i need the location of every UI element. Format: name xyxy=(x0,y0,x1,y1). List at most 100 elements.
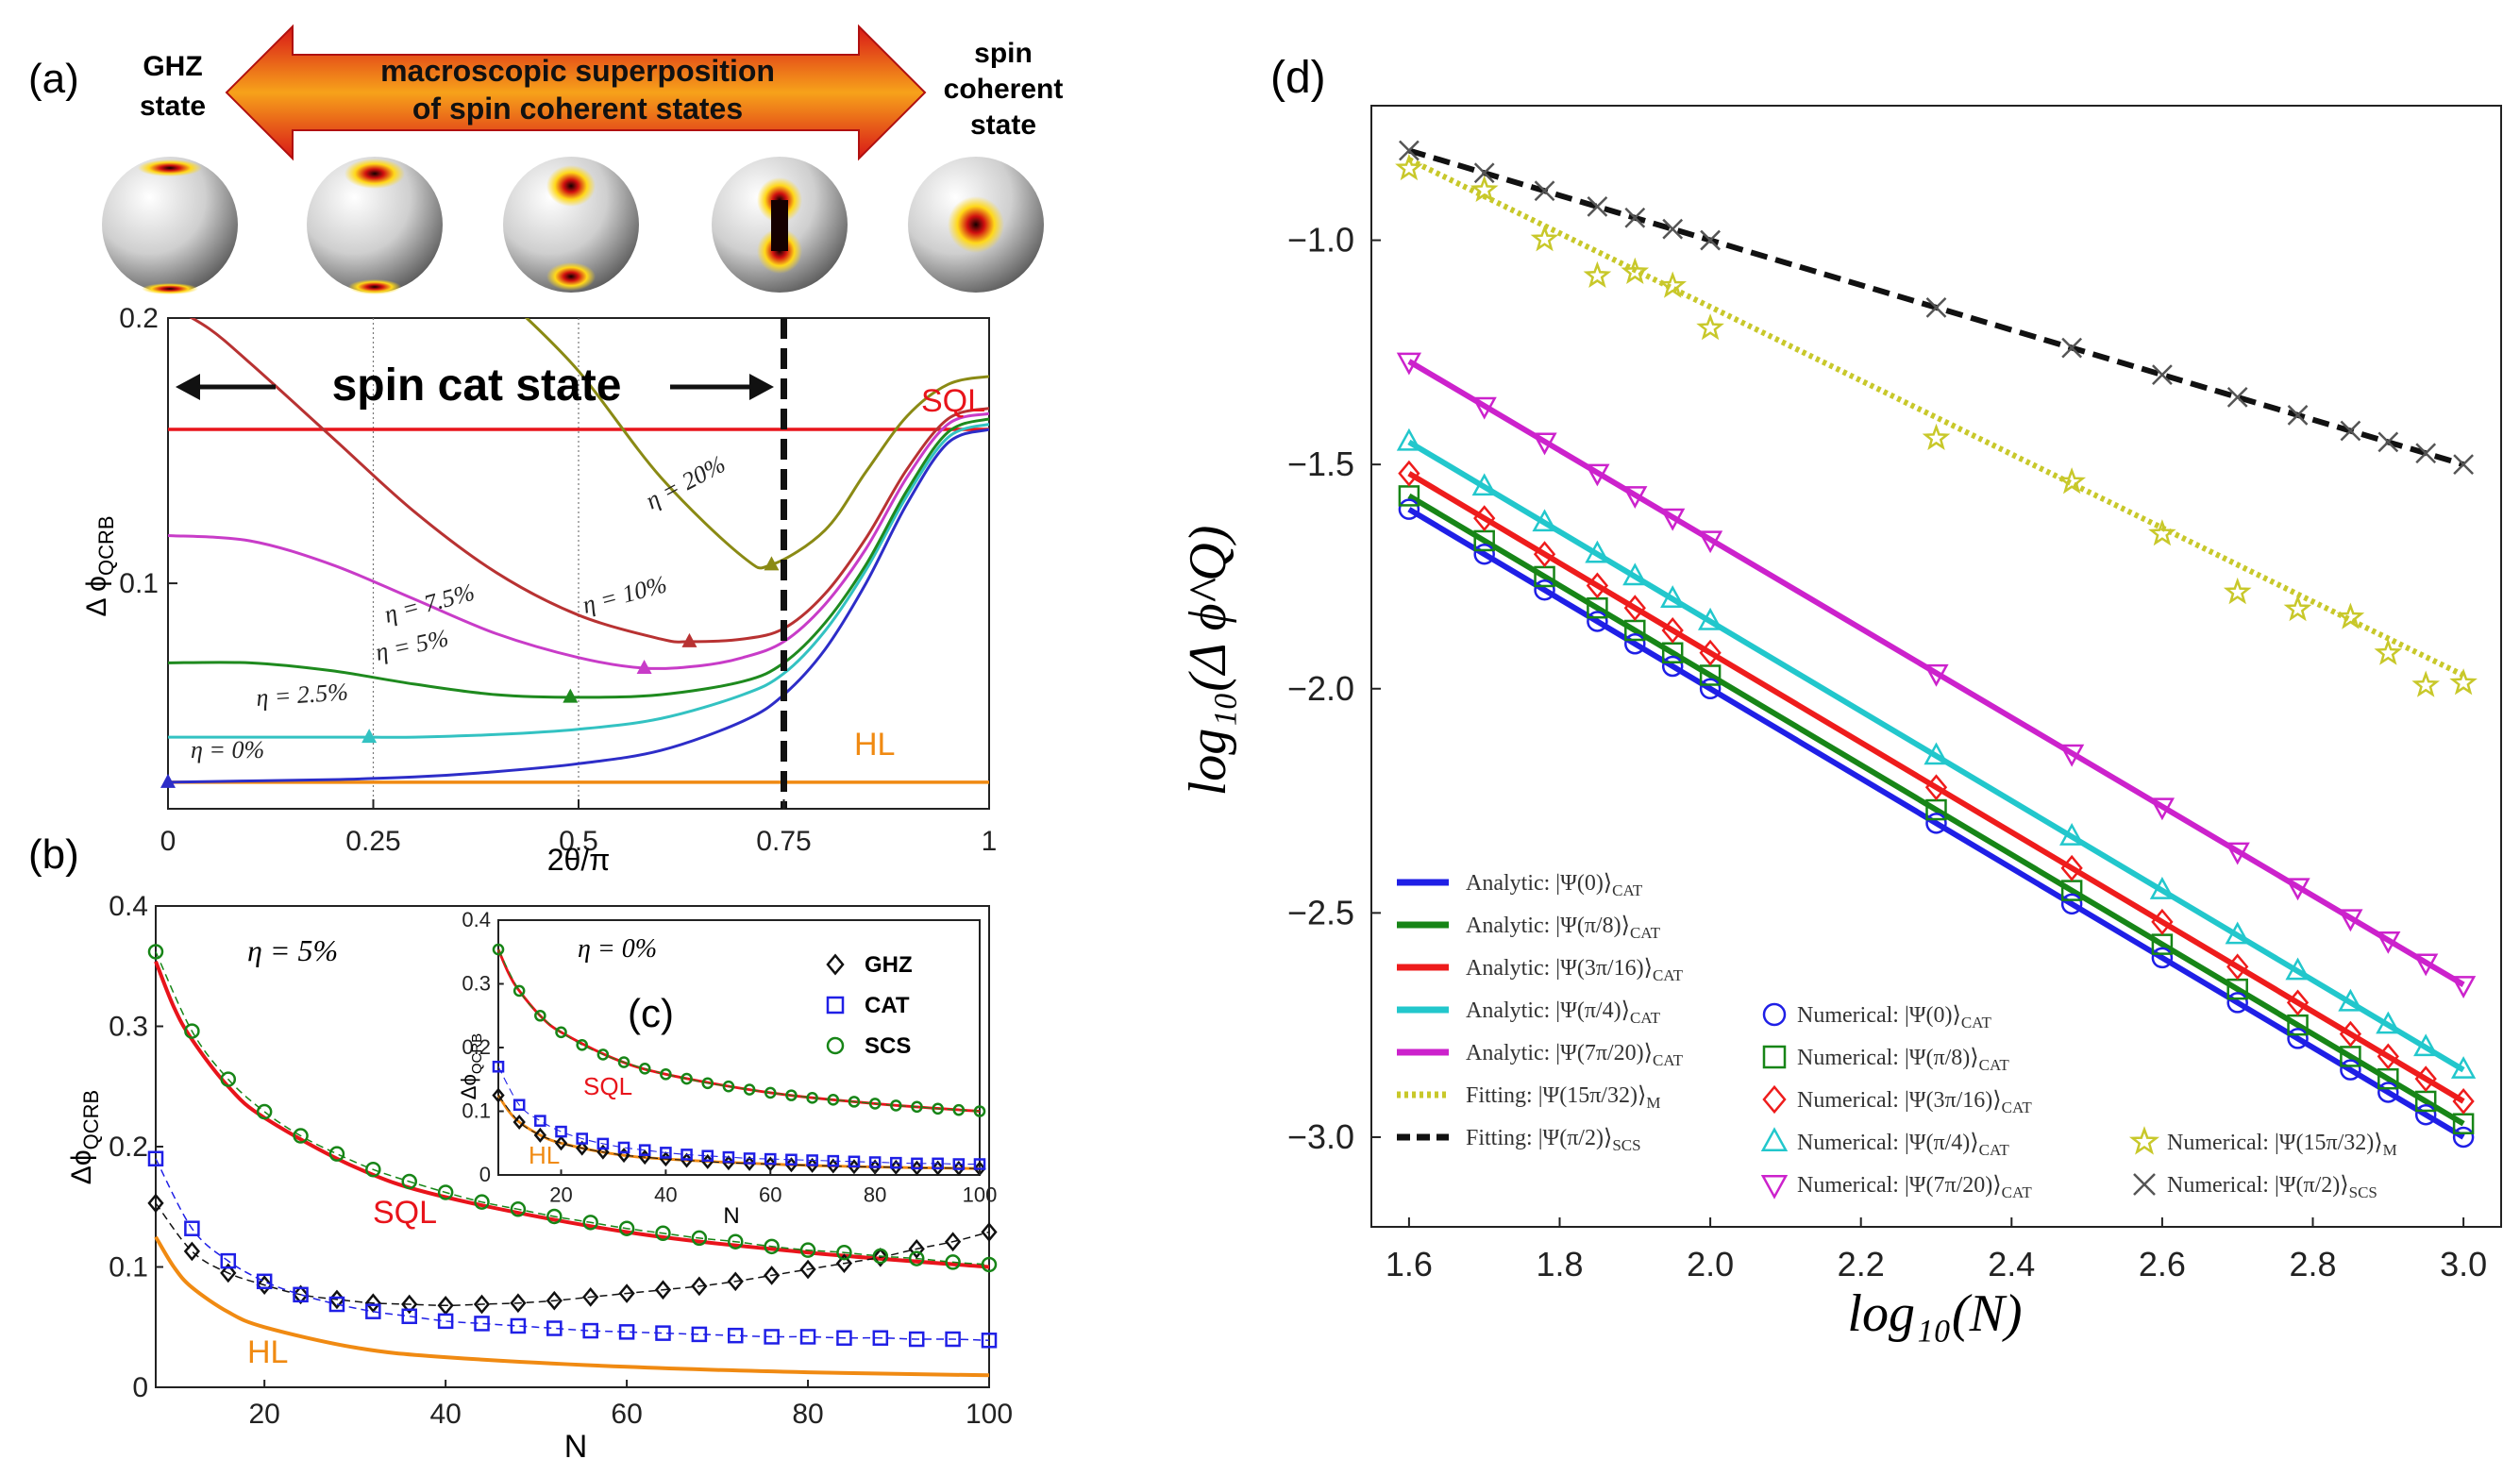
marker-a-5 xyxy=(764,556,780,571)
ytick-label-a-0: 0.1 xyxy=(119,568,159,599)
series-a-1 xyxy=(168,422,989,739)
point-c-cat-4 xyxy=(576,1132,588,1145)
point-d-9-0 xyxy=(1398,460,1420,487)
legend-text-d-12: Numerical: |Ψ(15π/32)⟩M xyxy=(2167,1131,2397,1159)
point-d-11-9 xyxy=(2149,797,2176,821)
point-c-cat-12 xyxy=(743,1152,756,1165)
point-d-12-14 xyxy=(2411,670,2441,697)
point-d-13-10 xyxy=(2226,386,2248,408)
double-arrow xyxy=(225,24,927,161)
svg-text:ΔϕQCRB: ΔϕQCRB xyxy=(457,1033,485,1099)
point-b-cat-3 xyxy=(256,1273,273,1290)
panel-label-d: (d) xyxy=(1270,53,1326,103)
point-c-ghz-22 xyxy=(952,1160,966,1176)
point-c-ghz-21 xyxy=(931,1160,945,1176)
panel-label-a: (a) xyxy=(28,56,79,102)
legend-text-d-5: Fitting: |Ψ(15π/32)⟩M xyxy=(1466,1083,1660,1112)
series-a-4 xyxy=(189,318,989,644)
point-b-ghz-10 xyxy=(510,1293,527,1314)
point-d-10-15 xyxy=(2450,1056,2477,1079)
ytick-label-b-0: 0 xyxy=(132,1372,148,1403)
ytick-label-d-4: −1.0 xyxy=(1287,221,1354,260)
point-d-11-2 xyxy=(1532,432,1557,456)
point-d-7-2 xyxy=(1534,579,1555,601)
point-d-12-4 xyxy=(1621,257,1650,285)
sql-label-c: SQL xyxy=(583,1072,632,1100)
point-d-12-13 xyxy=(2374,638,2403,665)
legend-text-d-4: Analytic: |Ψ(7π/20)⟩CAT xyxy=(1466,1041,1684,1069)
hl-label-c: HL xyxy=(529,1141,560,1169)
point-b-cat-8 xyxy=(437,1313,454,1330)
series-c-scs xyxy=(497,948,981,1113)
series-a-0 xyxy=(168,428,989,784)
chart-c-xlabel: N xyxy=(723,1203,739,1229)
series-c-cat xyxy=(497,1066,981,1166)
point-c-scs-12 xyxy=(743,1083,756,1096)
chart-b-ylabel: ΔϕQCRB xyxy=(66,1090,103,1184)
point-c-scs-0 xyxy=(492,943,505,956)
point-d-7-11 xyxy=(2287,1028,2309,1049)
point-c-cat-15 xyxy=(806,1154,818,1166)
marker-a-0 xyxy=(160,773,176,788)
point-d-9-5 xyxy=(1661,617,1684,644)
point-b-scs-5 xyxy=(328,1146,345,1162)
series-b-scs xyxy=(155,951,990,1266)
point-b-ghz-19 xyxy=(835,1253,853,1274)
line-d-2 xyxy=(1407,471,2465,1104)
point-d-9-11 xyxy=(2286,989,2310,1016)
xtick-label-d-4: 2.4 xyxy=(1988,1245,2035,1283)
point-b-cat-22 xyxy=(945,1331,961,1348)
point-d-7-8 xyxy=(2060,893,2083,915)
point-b-ghz-4 xyxy=(292,1284,310,1305)
marker-a-4 xyxy=(681,632,697,647)
point-d-12-9 xyxy=(2148,519,2176,546)
point-b-scs-7 xyxy=(401,1173,417,1190)
legend-cat: CAT xyxy=(865,993,910,1018)
ytick-label-c-0: 0 xyxy=(479,1163,491,1186)
point-d-10-14 xyxy=(2413,1033,2439,1057)
point-b-cat-15 xyxy=(691,1326,708,1343)
spin-cat-label: spin cat state xyxy=(332,361,622,411)
hl-label-b: HL xyxy=(247,1334,288,1370)
chart-b-xlabel: N xyxy=(564,1429,588,1465)
xtick-label-d-0: 1.6 xyxy=(1386,1245,1433,1283)
chart-d-xlabel: log₁₀(N) xyxy=(1847,1284,2022,1343)
xtick-label-c-1: 40 xyxy=(654,1182,677,1206)
eta25-label: η = 2.5% xyxy=(255,678,348,712)
legend-marker-scs xyxy=(826,1036,845,1055)
sql-curve-b xyxy=(154,960,990,1269)
point-b-ghz-20 xyxy=(872,1247,889,1267)
ghz-caption-line2: state xyxy=(140,91,206,122)
point-b-ghz-0 xyxy=(147,1193,164,1214)
point-c-scs-9 xyxy=(680,1072,693,1085)
xtick-label-a-3: 0.75 xyxy=(756,826,811,857)
point-d-10-4 xyxy=(1622,562,1648,586)
point-d-10-13 xyxy=(2376,1011,2401,1034)
point-b-ghz-21 xyxy=(908,1239,925,1259)
point-d-10-8 xyxy=(2059,822,2085,846)
chart-d: 1.6 1.8 2.0 2.2 2.4 2.6 2.8 3.0 −3.0 −2.5 −2.0 −1.5… xyxy=(1179,105,2502,1343)
scs-caption: spin coherent state xyxy=(944,38,1064,141)
point-c-scs-5 xyxy=(596,1048,610,1061)
xtick-label-d-7: 3.0 xyxy=(2440,1245,2487,1283)
point-d-7-0 xyxy=(1398,498,1420,520)
point-b-cat-10 xyxy=(510,1317,527,1334)
point-c-scs-1 xyxy=(512,984,526,998)
chart-a-ticks: 0 0.25 0.5 0.75 1 0.1 0.2 xyxy=(119,303,997,857)
point-b-cat-7 xyxy=(401,1308,417,1325)
legend-marker-d-10 xyxy=(1760,1127,1789,1152)
point-b-ghz-23 xyxy=(981,1222,998,1242)
legend-marker-d-13 xyxy=(2133,1173,2156,1196)
legend-text-d-10: Numerical: |Ψ(π/4)⟩CAT xyxy=(1797,1131,2009,1159)
ytick-label-b-4: 0.4 xyxy=(109,891,148,922)
point-d-9-8 xyxy=(2060,854,2083,881)
point-d-11-0 xyxy=(1396,352,1422,376)
point-d-7-12 xyxy=(2340,1059,2361,1081)
point-c-cat-3 xyxy=(555,1125,567,1138)
legend-text-d-8: Numerical: |Ψ(π/8)⟩CAT xyxy=(1797,1046,2009,1074)
xtick-label-c-3: 80 xyxy=(864,1182,886,1206)
xtick-label-d-2: 2.0 xyxy=(1687,1245,1734,1283)
point-c-cat-11 xyxy=(722,1150,735,1164)
point-d-7-13 xyxy=(2377,1082,2399,1103)
